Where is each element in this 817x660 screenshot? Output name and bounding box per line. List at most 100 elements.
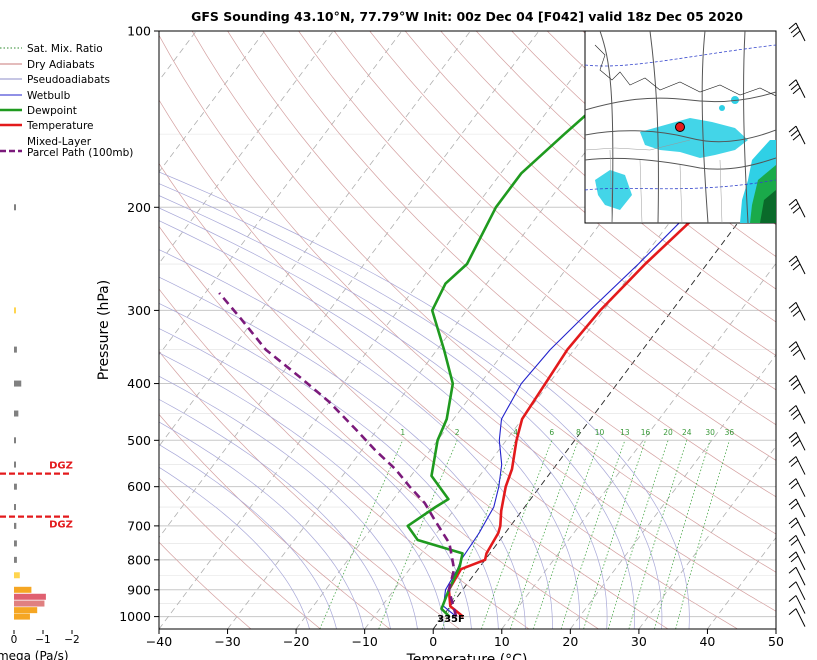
dry-adiabat [404, 31, 776, 357]
y-tick-label: 500 [127, 433, 151, 448]
wind-barb-shaft [795, 432, 806, 451]
dry-adiabat [159, 541, 252, 629]
mixing-ratio-line [319, 440, 404, 629]
dry-adiabat [298, 31, 776, 461]
series-line [406, 31, 725, 618]
x-tick-label: −10 [351, 634, 377, 649]
wind-barb-flag [788, 255, 797, 263]
wind-barb-shaft [795, 517, 806, 537]
omega-bar [14, 410, 19, 417]
wind-barb-flag [788, 566, 797, 574]
wind-barb-shaft [795, 341, 806, 360]
isotherm [159, 31, 540, 539]
omega-panel: DGZ DGZ 0 −1 −2 Omega (Pa/s) [0, 204, 80, 660]
wind-barb-flag [790, 26, 799, 34]
wind-barb-shaft [795, 535, 806, 554]
x-tick-label: 30 [631, 634, 647, 649]
wind-barb-flag [792, 349, 801, 356]
wind-barb-flag [790, 345, 799, 352]
mixing-ratio-line [481, 440, 553, 629]
wind-barb-flag [788, 551, 797, 559]
wind-barb-flag [788, 478, 797, 486]
x-tick-label: −20 [283, 634, 309, 649]
wind-barb-flag [788, 22, 797, 30]
dry-adiabat [262, 31, 776, 498]
y-axis-label: Pressure (hPa) [96, 280, 112, 380]
wind-barb-flag [788, 517, 797, 525]
map-contour [585, 129, 776, 143]
isotherm [159, 31, 266, 173]
dry-adiabat [227, 31, 776, 535]
legend-label: Dewpoint [27, 105, 77, 117]
inset-map [584, 30, 777, 224]
isotherm [159, 31, 471, 447]
wind-barb-flag [788, 198, 797, 206]
y-tick-label: 300 [127, 303, 151, 318]
plot-frame [158, 30, 777, 630]
y-tick-label: 200 [127, 200, 151, 215]
mixing-ratio-label: 24 [682, 428, 692, 437]
pseudoadiabat [159, 444, 337, 629]
precip-area-2 [595, 170, 632, 210]
mixing-ratio-label: 36 [725, 428, 735, 437]
dgz-label: DGZ [49, 461, 73, 472]
legend: Sat. Mix. Ratio Dry Adiabats Pseudoadiabat… [0, 43, 133, 159]
wind-barb-flag [788, 581, 797, 589]
mixing-ratio-line [654, 440, 711, 629]
pseudoadiabat [159, 302, 499, 629]
dry-adiabat [475, 31, 776, 290]
y-tick-label: 800 [127, 552, 151, 567]
isotherm [159, 31, 608, 629]
x-tick-label: 20 [562, 634, 578, 649]
wind-barb-flag [790, 379, 799, 386]
omega-bar [14, 600, 45, 607]
pseudoadiabat [159, 183, 663, 629]
omega-bar [14, 540, 17, 547]
wind-barb-flag [790, 129, 799, 137]
mixing-ratio-label: 8 [576, 428, 581, 437]
wind-barb-shaft [795, 608, 806, 627]
location-marker [675, 122, 685, 132]
wind-barb-shaft [795, 405, 806, 424]
wind-barb-flag [788, 431, 797, 439]
y-tick-label: 700 [127, 518, 151, 533]
precip-spot [719, 105, 725, 111]
wind-barb-shaft [795, 79, 806, 98]
isotherm [159, 31, 334, 265]
wind-barb-flag [790, 306, 799, 313]
mixing-ratio-label: 2 [455, 428, 460, 437]
map-contour [585, 91, 776, 111]
wind-barb-flag [788, 405, 797, 412]
y-tick-label: 1000 [119, 609, 151, 624]
isotherm [569, 354, 776, 629]
wind-barb-shaft [795, 498, 806, 518]
omega-bar [14, 307, 16, 314]
wind-barb-flag [790, 502, 799, 510]
omega-bar [14, 380, 22, 387]
map-coastline [594, 44, 776, 97]
isotherm [638, 445, 776, 629]
omega-x-tick-label: −2 [64, 634, 79, 646]
pseudoadiabat [159, 276, 526, 629]
parcel-annotation: 335F [437, 614, 465, 625]
wind-barb-flag [788, 498, 797, 506]
mixing-ratio-label: 20 [663, 428, 673, 437]
wind-barb-flag [788, 595, 797, 602]
chart-title: GFS Sounding 43.10°N, 77.79°W Init: 00z … [191, 9, 743, 24]
map-dashed-contour [585, 44, 776, 67]
omega-bar [14, 437, 16, 444]
dry-adiabat [159, 288, 530, 629]
mixing-ratio-line [509, 440, 579, 629]
wind-barb-flag [790, 409, 799, 416]
wind-barb-shaft [795, 581, 806, 601]
wind-barb-shaft [795, 255, 806, 275]
zero-isotherm [432, 171, 776, 629]
wind-barb-flag [792, 413, 801, 420]
wind-barb-flag [790, 202, 799, 210]
wind-barb-flag [790, 482, 799, 490]
map-dashed-contour [585, 179, 776, 191]
isotherm [159, 31, 403, 356]
dry-adiabat [440, 31, 776, 323]
wind-barb-shaft [795, 125, 806, 145]
map-contour [743, 31, 749, 223]
